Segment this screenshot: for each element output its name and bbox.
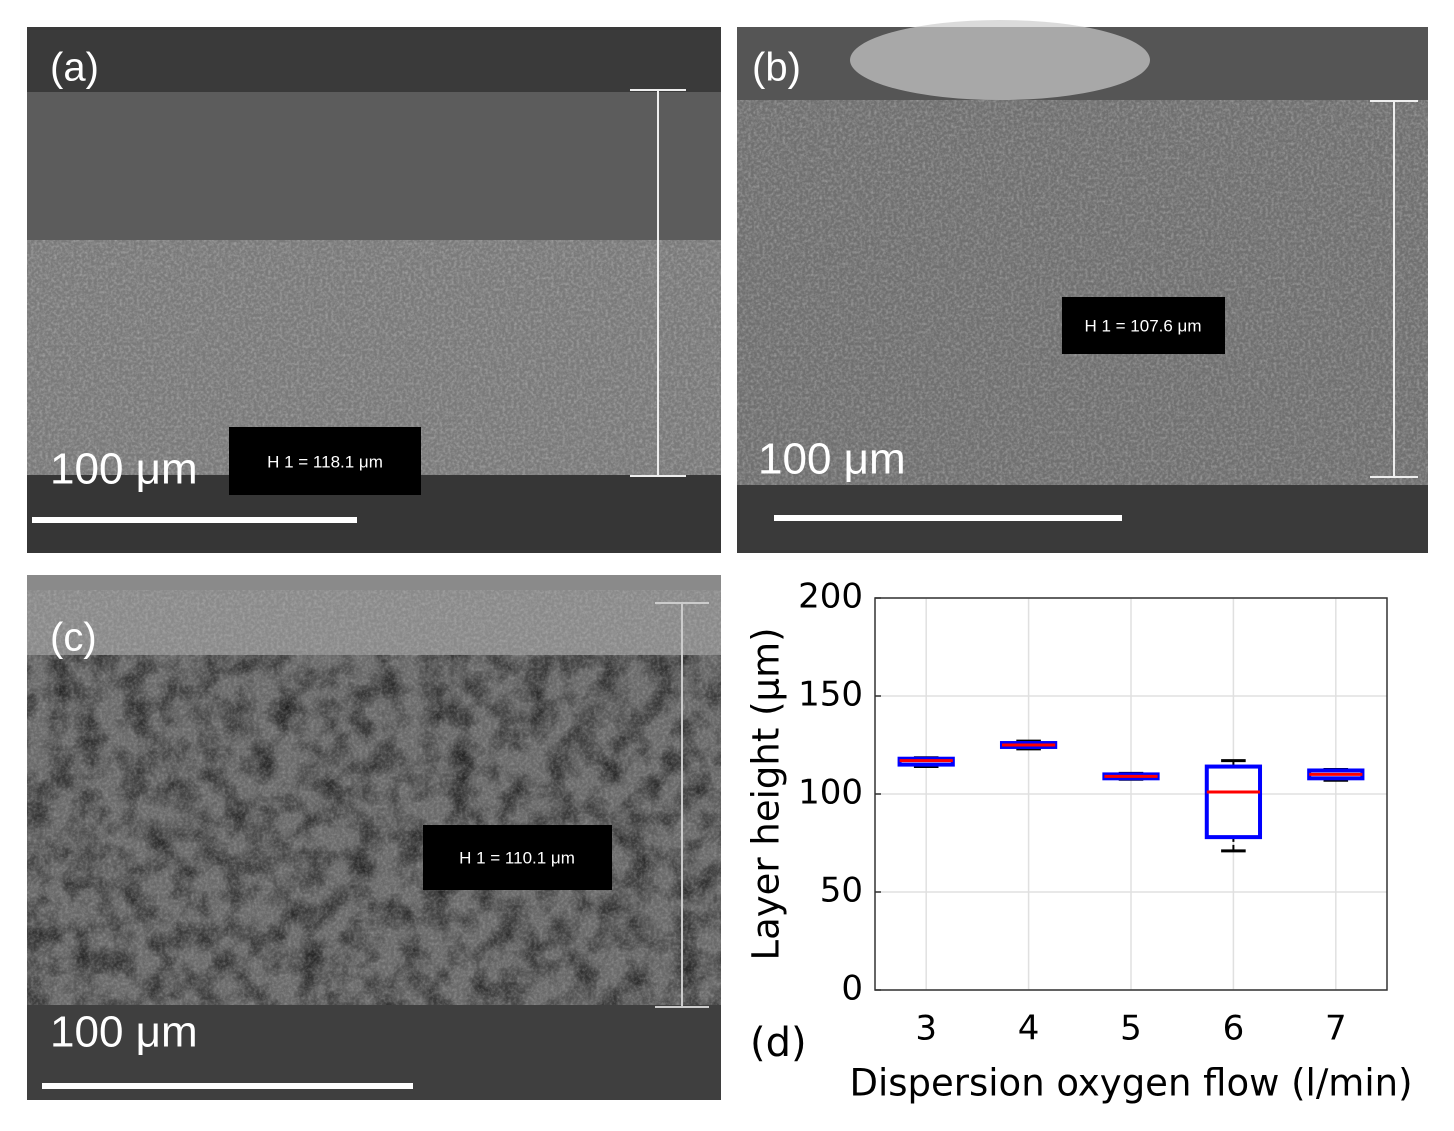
x-tick-label: 6 bbox=[1223, 1009, 1245, 1049]
sem-panel-a: H 1 = 118.1 μm (a) 100 μm bbox=[27, 27, 721, 553]
panel-label: (c) bbox=[50, 616, 97, 660]
scale-label: 100 μm bbox=[758, 435, 906, 484]
measure-label: H 1 = 107.6 μm bbox=[1084, 316, 1201, 335]
x-axis-label: Dispersion oxygen flow (l/min) bbox=[849, 1062, 1412, 1105]
panel-label: (a) bbox=[50, 46, 99, 90]
sem-panel-c: H 1 = 110.1 μm (c) 100 μm bbox=[27, 575, 721, 1100]
scale-label: 100 μm bbox=[50, 1008, 198, 1057]
x-tick-label: 5 bbox=[1120, 1009, 1142, 1049]
x-tick-label: 4 bbox=[1018, 1009, 1040, 1049]
scale-label: 100 μm bbox=[50, 445, 198, 494]
box bbox=[1204, 764, 1263, 840]
y-tick-label: 0 bbox=[841, 969, 863, 1009]
axes-frame bbox=[874, 597, 1388, 991]
measure-label: H 1 = 110.1 μm bbox=[459, 848, 575, 867]
sem-panel-b: H 1 = 107.6 μm (b) 100 μm bbox=[737, 20, 1428, 553]
x-tick-label: 7 bbox=[1325, 1009, 1347, 1049]
y-tick-label: 50 bbox=[820, 871, 863, 911]
y-axis-label: Layer height (μm) bbox=[745, 627, 788, 960]
x-tick-label: 3 bbox=[915, 1009, 937, 1049]
y-tick-label: 200 bbox=[798, 577, 863, 617]
panel-label: (d) bbox=[750, 1020, 807, 1066]
panel-label: (b) bbox=[752, 46, 801, 90]
measure-label: H 1 = 118.1 μm bbox=[267, 452, 383, 471]
y-tick-label: 150 bbox=[798, 675, 863, 715]
y-tick-label: 100 bbox=[798, 773, 863, 813]
